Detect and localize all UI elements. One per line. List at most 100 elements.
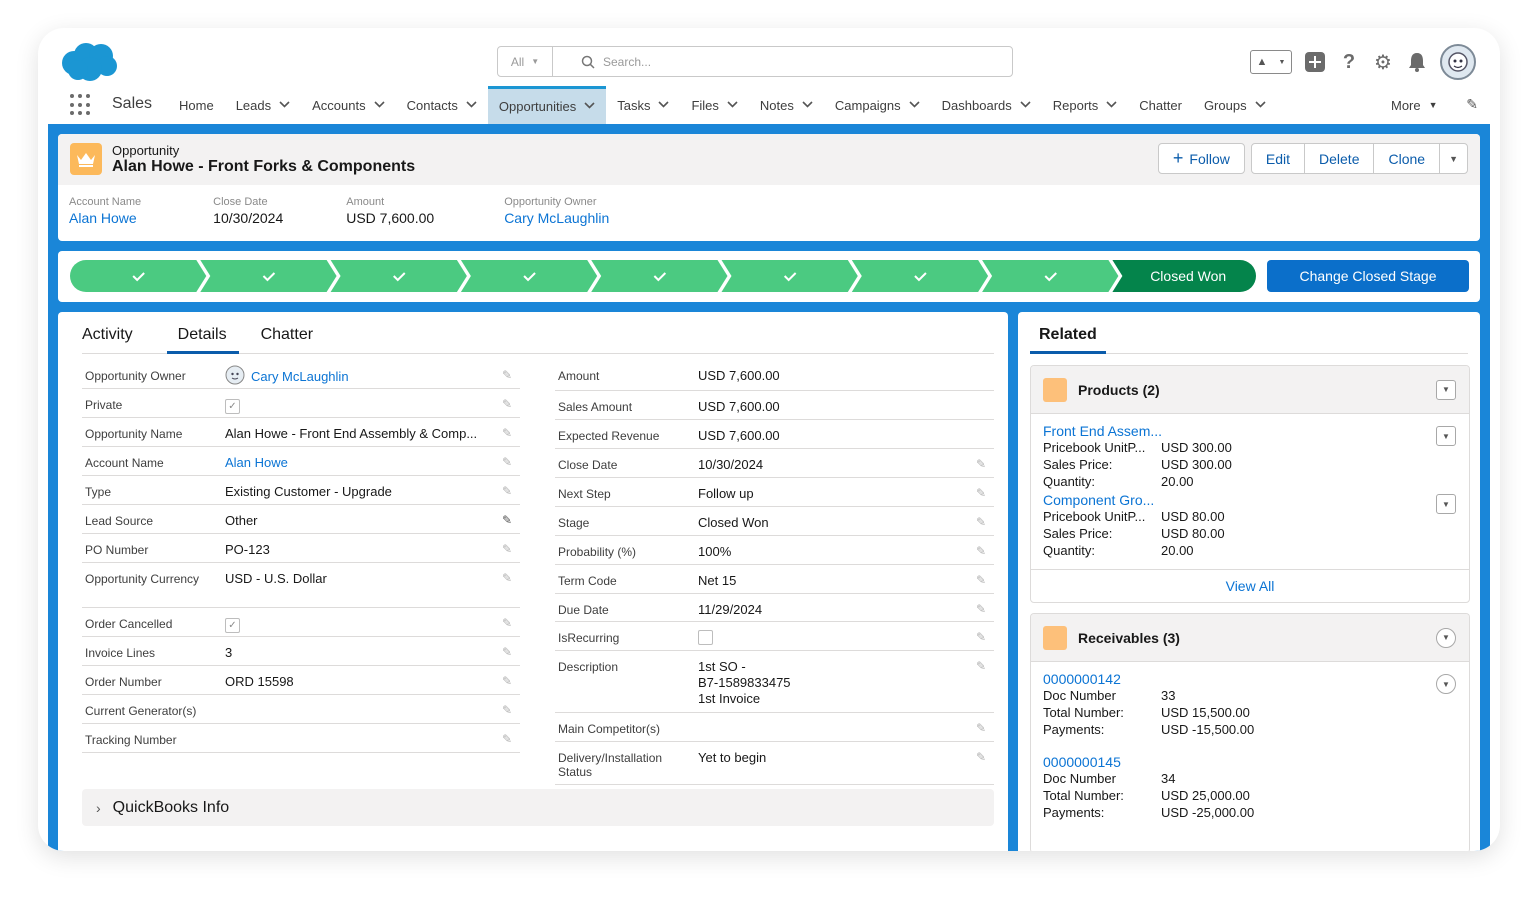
nav-item-reports[interactable]: Reports: [1042, 86, 1129, 124]
path-step-complete[interactable]: [982, 260, 1119, 292]
pencil-icon[interactable]: ✎: [501, 703, 512, 717]
product-link[interactable]: Front End Assem...: [1043, 423, 1163, 439]
path-step-complete[interactable]: [851, 260, 989, 292]
row-actions-button[interactable]: ▼: [1436, 674, 1456, 694]
field-label: Opportunity Currency: [85, 572, 200, 586]
pencil-icon[interactable]: ✎: [975, 721, 986, 735]
help-icon[interactable]: ?: [1342, 50, 1356, 73]
nav-item-home[interactable]: Home: [168, 86, 225, 124]
delete-button[interactable]: Delete: [1304, 143, 1375, 174]
chevron-down-icon[interactable]: [1255, 100, 1266, 111]
pencil-icon[interactable]: ✎: [975, 573, 986, 587]
receivable-link[interactable]: 0000000142: [1043, 671, 1121, 687]
nav-item-label: Dashboards: [941, 97, 1012, 113]
receivable-link[interactable]: 0000000145: [1043, 754, 1121, 770]
path-step-complete[interactable]: [460, 260, 598, 292]
pencil-icon[interactable]: ✎: [501, 368, 512, 382]
checkbox[interactable]: [698, 630, 713, 645]
chevron-down-icon[interactable]: [1020, 100, 1031, 111]
pencil-icon[interactable]: ✎: [501, 645, 512, 659]
path-step-complete[interactable]: [721, 260, 858, 292]
pencil-icon[interactable]: ✎: [975, 486, 986, 500]
nav-item-campaigns[interactable]: Campaigns: [824, 86, 931, 124]
nav-item-groups[interactable]: Groups: [1193, 86, 1277, 124]
pencil-icon[interactable]: ✎: [501, 513, 512, 527]
view-all-link[interactable]: View All: [1031, 569, 1469, 602]
global-create-icon[interactable]: [1304, 51, 1326, 73]
pencil-icon[interactable]: ✎: [501, 732, 512, 746]
search-input[interactable]: Search...: [553, 47, 1012, 76]
pencil-icon[interactable]: ✎: [1466, 96, 1478, 112]
product-link[interactable]: Component Gro...: [1043, 492, 1155, 508]
row-actions-button[interactable]: ▼: [1436, 494, 1456, 514]
chevron-down-icon[interactable]: [279, 100, 290, 111]
pencil-icon[interactable]: ✎: [975, 515, 986, 529]
pencil-icon[interactable]: ✎: [975, 457, 986, 471]
pencil-icon[interactable]: ✎: [501, 426, 512, 440]
nav-item-leads[interactable]: Leads: [225, 86, 301, 124]
path-step-complete[interactable]: [330, 260, 467, 292]
pencil-icon[interactable]: ✎: [501, 484, 512, 498]
pencil-icon[interactable]: ✎: [501, 616, 512, 630]
follow-button[interactable]: + Follow: [1157, 143, 1245, 174]
clone-button[interactable]: Clone: [1373, 143, 1441, 174]
receivables-menu-button[interactable]: ▼: [1436, 627, 1456, 648]
tab-chatter[interactable]: Chatter: [260, 326, 314, 343]
tab-details[interactable]: Details: [166, 312, 239, 354]
checkbox[interactable]: ✓: [225, 618, 240, 633]
nav-item-notes[interactable]: Notes: [749, 86, 824, 124]
nav-item-tasks[interactable]: Tasks: [606, 86, 680, 124]
change-closed-stage-button[interactable]: Change Closed Stage: [1267, 260, 1469, 292]
gear-icon[interactable]: ⚙: [1374, 51, 1392, 74]
chevron-down-icon[interactable]: [1106, 100, 1117, 111]
field-link[interactable]: Alan Howe: [225, 455, 288, 470]
pencil-icon[interactable]: ✎: [501, 542, 512, 556]
field-label: Invoice Lines: [85, 646, 156, 660]
salesforce-logo[interactable]: [60, 42, 118, 82]
chevron-down-icon[interactable]: [909, 100, 920, 111]
nav-item-dashboards[interactable]: Dashboards: [931, 86, 1042, 124]
nav-more[interactable]: More ▼: [1380, 86, 1449, 124]
highlight-link[interactable]: Alan Howe: [69, 210, 137, 226]
nav-item-opportunities[interactable]: Opportunities: [487, 86, 607, 124]
chevron-down-icon[interactable]: [466, 100, 477, 111]
pencil-icon[interactable]: ✎: [975, 630, 986, 644]
chevron-down-icon[interactable]: [802, 100, 813, 111]
tab-related[interactable]: Related: [1030, 312, 1468, 354]
path-step-complete[interactable]: [200, 260, 337, 292]
chevron-down-icon[interactable]: [727, 100, 738, 111]
pencil-icon[interactable]: ✎: [501, 397, 512, 411]
app-launcher-icon[interactable]: [70, 94, 92, 116]
nav-item-chatter[interactable]: Chatter: [1128, 86, 1193, 124]
quickbooks-section[interactable]: › QuickBooks Info: [82, 789, 994, 826]
bell-icon[interactable]: [1406, 51, 1428, 73]
path-step-current[interactable]: [1112, 260, 1256, 292]
row-actions-button[interactable]: ▼: [1436, 426, 1456, 446]
chevron-down-icon[interactable]: [584, 101, 595, 112]
pencil-icon[interactable]: ✎: [975, 659, 986, 673]
pencil-icon[interactable]: ✎: [975, 602, 986, 616]
more-actions-button[interactable]: ▼: [1439, 143, 1468, 174]
favorites-button[interactable]: ▲ ▼: [1250, 50, 1292, 74]
highlight-link[interactable]: Cary McLaughlin: [504, 210, 610, 226]
pencil-icon[interactable]: ✎: [501, 571, 512, 585]
owner-link[interactable]: Cary McLaughlin: [251, 369, 349, 384]
pencil-icon[interactable]: ✎: [975, 544, 986, 558]
pencil-icon[interactable]: ✎: [501, 455, 512, 469]
edit-button[interactable]: Edit: [1250, 143, 1306, 174]
field-value: Alan Howe - Front End Assembly & Comp...: [225, 426, 478, 441]
user-avatar[interactable]: [1440, 44, 1476, 80]
search-scope-select[interactable]: All ▼: [498, 47, 553, 76]
chevron-down-icon[interactable]: [658, 100, 670, 111]
pencil-icon[interactable]: ✎: [501, 674, 512, 688]
checkbox[interactable]: ✓: [225, 399, 240, 414]
path-step-complete[interactable]: [70, 260, 207, 292]
nav-item-contacts[interactable]: Contacts: [396, 86, 488, 124]
nav-item-accounts[interactable]: Accounts: [301, 86, 395, 124]
tab-activity[interactable]: Activity: [82, 326, 133, 343]
products-menu-button[interactable]: ▼: [1436, 379, 1456, 400]
path-step-complete[interactable]: [591, 260, 728, 292]
pencil-icon[interactable]: ✎: [975, 750, 986, 764]
chevron-down-icon[interactable]: [374, 100, 385, 111]
nav-item-files[interactable]: Files: [680, 86, 748, 124]
